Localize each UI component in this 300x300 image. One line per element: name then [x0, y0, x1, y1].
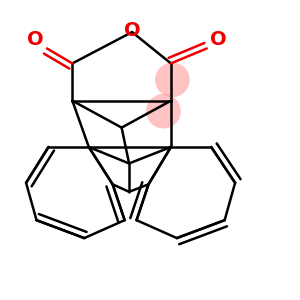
Circle shape — [146, 94, 181, 128]
Text: O: O — [210, 30, 227, 49]
Text: O: O — [27, 30, 43, 49]
Circle shape — [155, 62, 190, 97]
Text: O: O — [124, 21, 140, 40]
